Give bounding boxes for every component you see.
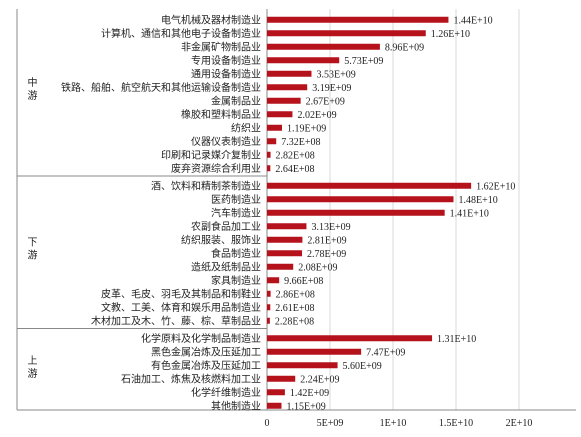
group-label: 游 (28, 367, 38, 380)
bar (267, 317, 270, 324)
category-label: 家具制造业 (211, 274, 261, 287)
data-label: 2.86E+08 (276, 289, 315, 300)
bar (267, 30, 426, 37)
data-label: 1.41E+10 (450, 208, 489, 219)
category-label: 化学纤维制造业 (191, 386, 261, 399)
bar (267, 151, 271, 158)
category-label: 纺织业 (231, 121, 261, 134)
data-label: 2.24E+09 (300, 374, 339, 385)
data-label: 3.53E+09 (316, 69, 355, 80)
data-label: 2.64E+08 (275, 164, 314, 175)
data-label: 2.81E+09 (307, 235, 346, 246)
category-label: 酒、饮料和精制茶制造业 (151, 179, 261, 192)
category-label: 专用设备制造业 (191, 54, 261, 67)
data-label: 8.96E+09 (385, 42, 424, 53)
bar (267, 335, 433, 342)
bar (267, 138, 277, 145)
x-tick-label: 1.5E+10 (439, 418, 473, 429)
group-label: 游 (28, 248, 38, 261)
bar (267, 16, 449, 23)
category-label: 食品制造业 (211, 247, 261, 260)
category-label: 其他制造业 (211, 399, 261, 412)
group-label: 中 (28, 76, 38, 89)
data-label: 3.19E+09 (312, 83, 351, 94)
data-label: 1.15E+09 (286, 401, 325, 412)
category-label: 化学原料及化学制品制造业 (141, 332, 261, 345)
bar (267, 348, 362, 355)
data-label: 1.48E+10 (458, 195, 497, 206)
bar (267, 196, 454, 203)
bar (267, 182, 472, 189)
group-label: 游 (28, 89, 38, 102)
data-label: 3.13E+09 (311, 222, 350, 233)
category-label: 造纸及纸制品业 (191, 260, 261, 273)
category-label: 汽车制造业 (211, 206, 261, 219)
data-label: 1.62E+10 (476, 181, 515, 192)
data-label: 5.73E+09 (344, 56, 383, 67)
group-label: 上 (28, 355, 38, 367)
category-label: 橡胶和塑料制品业 (181, 108, 261, 121)
bar (267, 277, 280, 284)
category-label: 农副食品加工业 (191, 220, 261, 233)
x-tick-label: 1E+10 (380, 418, 407, 429)
bar (267, 236, 303, 243)
bar (267, 165, 271, 172)
data-label: 1.31E+10 (437, 334, 476, 345)
x-tick-label: 2E+10 (506, 418, 533, 429)
category-label: 印刷和记录媒介复制业 (161, 148, 261, 161)
bar (267, 43, 380, 50)
category-label: 文教、工美、体育和娱乐用品制造业 (101, 301, 261, 314)
category-label: 黑色金属冶炼及压延加工 (151, 345, 261, 358)
data-label: 1.26E+10 (431, 29, 470, 40)
category-label: 通用设备制造业 (191, 67, 261, 80)
bar (267, 124, 282, 131)
data-label: 2.28E+08 (275, 316, 314, 327)
category-label: 纺织服装、服饰业 (181, 233, 261, 246)
data-label: 2.67E+09 (306, 96, 345, 107)
category-label: 医药制造业 (211, 193, 261, 206)
data-label: 2.78E+09 (307, 249, 346, 260)
data-label: 7.32E+08 (281, 137, 320, 148)
bar (267, 70, 312, 77)
bar (267, 250, 303, 257)
category-label: 金属制品业 (211, 94, 261, 107)
x-tick-label: 0 (265, 418, 270, 429)
bar (267, 57, 340, 64)
data-label: 7.47E+09 (366, 347, 405, 358)
data-label: 2.02E+09 (297, 110, 336, 121)
bar (267, 304, 271, 311)
category-label: 电气机械及器材制造业 (161, 13, 261, 26)
data-label: 1.19E+09 (287, 123, 326, 134)
data-label: 2.08E+09 (298, 262, 337, 273)
bar (267, 223, 307, 230)
bar (267, 97, 301, 104)
bar (267, 290, 271, 297)
bar (267, 375, 296, 382)
data-label: 2.61E+08 (275, 303, 314, 314)
category-label: 铁路、船舶、航空航天和其他运输设备制造业 (61, 81, 261, 94)
category-label: 废弃资源综合利用业 (171, 162, 261, 175)
category-label: 计算机、通信和其他电子设备制造业 (101, 27, 261, 40)
data-label: 2.82E+08 (276, 150, 315, 161)
bar (267, 263, 294, 270)
bar (267, 389, 285, 396)
category-label: 木材加工及木、竹、藤、棕、草制品业 (91, 314, 261, 327)
bar (267, 402, 282, 409)
category-label: 非金属矿物制品业 (181, 40, 261, 53)
data-label: 5.60E+09 (343, 361, 382, 372)
category-label: 石油加工、炼焦及核燃料加工业 (121, 372, 261, 385)
category-label: 皮革、毛皮、羽毛及其制品和制鞋业 (101, 287, 261, 300)
x-tick-label: 5E+09 (317, 418, 344, 429)
group-label: 下 (28, 237, 38, 248)
category-label: 有色金属冶炼及压延加工 (151, 359, 261, 372)
bar (267, 209, 445, 216)
bar (267, 84, 308, 91)
data-label: 1.44E+10 (453, 15, 492, 26)
data-label: 1.42E+09 (290, 388, 329, 399)
bar (267, 362, 338, 369)
bar (267, 111, 293, 118)
data-label: 9.66E+08 (284, 276, 323, 287)
category-label: 仪器仪表制造业 (191, 135, 261, 148)
